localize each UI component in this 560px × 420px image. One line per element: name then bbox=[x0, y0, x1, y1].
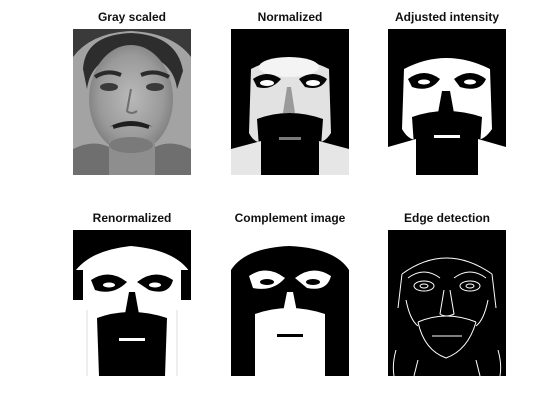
panel-adjusted-intensity: Adjusted intensity bbox=[388, 10, 506, 175]
face-image-complement bbox=[231, 230, 349, 376]
panel-title: Complement image bbox=[234, 211, 346, 225]
panel-edge-detection: Edge detection bbox=[388, 211, 506, 376]
panel-complement-image: Complement image bbox=[231, 211, 349, 376]
panel-title: Renormalized bbox=[92, 211, 172, 225]
face-image-adjusted-intensity bbox=[388, 29, 506, 175]
panel-title: Edge detection bbox=[403, 211, 490, 225]
face-image-renormalized bbox=[73, 230, 191, 376]
face-image-edges bbox=[388, 230, 506, 376]
panel-gray-scaled: Gray scaled bbox=[73, 10, 191, 175]
panel-normalized: Normalized bbox=[231, 10, 349, 175]
face-image-normalized bbox=[231, 29, 349, 175]
panel-title: Normalized bbox=[257, 10, 323, 24]
face-image-grayscale bbox=[73, 29, 191, 175]
panel-title: Gray scaled bbox=[97, 10, 167, 24]
panel-renormalized: Renormalized bbox=[73, 211, 191, 376]
panel-title: Adjusted intensity bbox=[394, 10, 499, 24]
